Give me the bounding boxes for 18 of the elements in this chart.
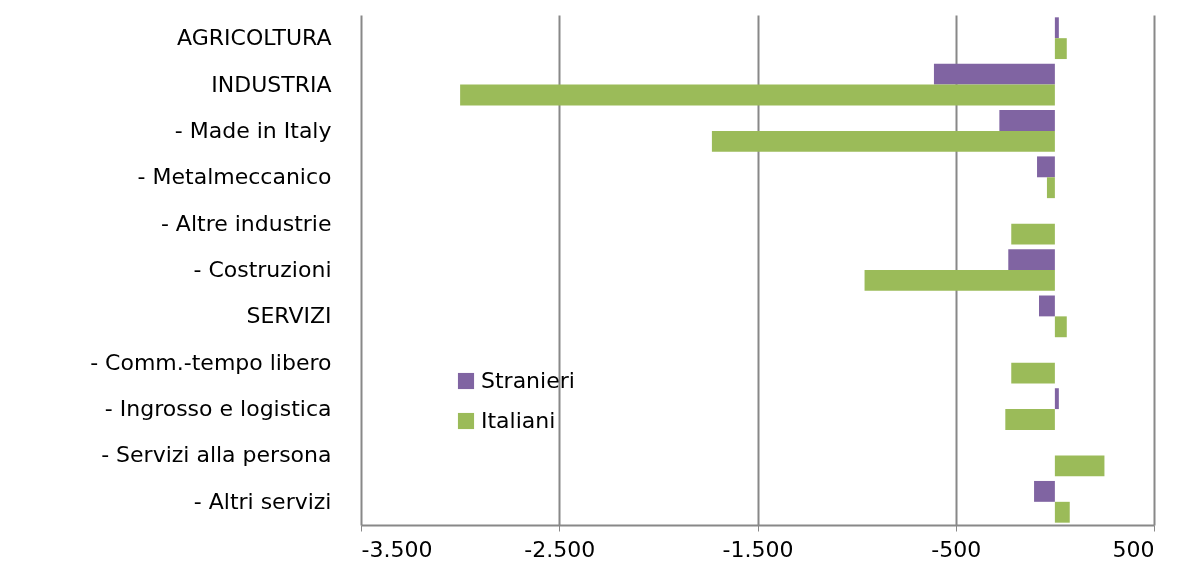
y-tick-label: - Ingrosso e logistica: [104, 396, 332, 422]
y-tick-label: AGRICOLTURA: [177, 25, 332, 51]
y-tick-label: - Altri servizi: [193, 488, 332, 514]
y-tick-label: - Costruzioni: [193, 257, 332, 282]
y-tick-label: - Altre industrie: [160, 210, 332, 236]
y-tick-label: - Made in Italy: [174, 117, 332, 143]
y-tick-label: - Servizi alla persona: [101, 442, 332, 468]
legend-label: Italiani: [481, 408, 556, 433]
x-tick-label: 500: [1112, 536, 1155, 562]
x-tick-label: -1.500: [722, 536, 794, 562]
y-tick-label: SERVIZI: [246, 303, 332, 329]
x-tick-label: -2.500: [524, 536, 596, 562]
y-tick-label: - Metalmeccanico: [137, 164, 332, 190]
x-tick-label: -3.500: [361, 536, 433, 562]
x-tick-label: -500: [931, 536, 982, 562]
legend-label: Stranieri: [481, 368, 575, 393]
y-tick-label: INDUSTRIA: [211, 71, 332, 97]
y-tick-label: - Comm.-tempo libero: [90, 349, 332, 375]
